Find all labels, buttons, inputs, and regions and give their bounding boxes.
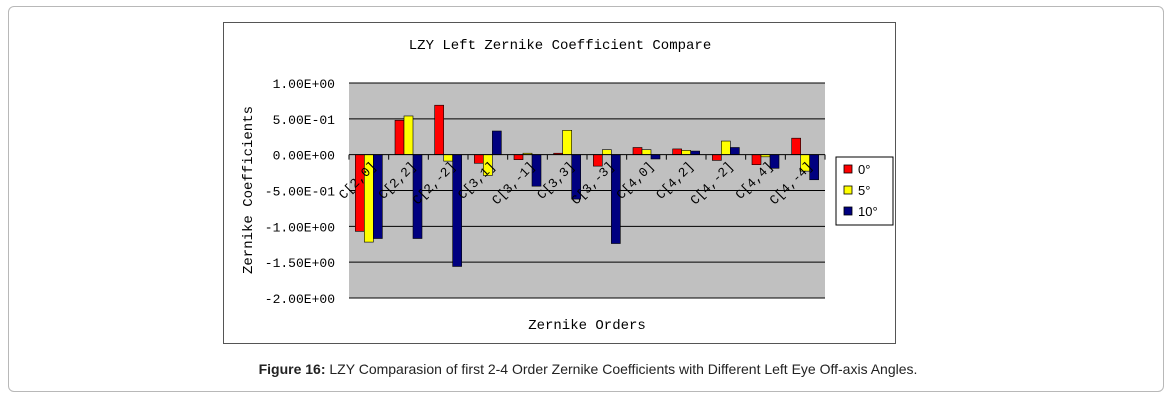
bar [513,154,524,160]
bar [681,150,691,155]
legend-label: 0° [858,162,870,177]
bar [650,154,661,160]
bar [730,147,740,155]
legend: 0° 5° 10° [835,156,894,226]
legend-swatch [843,185,853,195]
bar [690,150,700,155]
bar [403,115,414,155]
bar [721,140,731,155]
y-tick-label: 5.00E-01 [273,113,336,128]
bar [394,119,405,155]
caption-text: LZY Comparasion of first 2-4 Order Zerni… [325,361,918,377]
y-tick-label: -5.00E-01 [265,185,335,200]
bar [474,154,484,164]
bars [355,104,819,267]
y-tick-label: 1.00E+00 [273,77,335,92]
bar [492,130,502,155]
bar [434,104,444,155]
y-tick-label: -1.00E+00 [265,220,335,235]
bar [712,154,722,161]
legend-swatch [843,206,853,216]
legend-label: 10° [858,204,878,219]
bar [791,137,801,155]
bar [751,154,762,166]
figure-caption: Figure 16: LZY Comparasion of first 2-4 … [0,361,1176,377]
bar [602,149,612,155]
legend-label: 5° [858,183,870,198]
y-tick-label: -2.00E+00 [265,292,335,307]
legend-swatch [843,164,853,174]
y-tick-label: 0.00E+00 [273,149,335,164]
chart-title: LZY Left Zernike Coefficient Compare [409,38,711,54]
y-tick-label: -1.50E+00 [265,256,335,271]
bar [632,147,643,155]
caption-label: Figure 16: [258,361,326,377]
y-tick-labels: 1.00E+00 5.00E-01 0.00E+00 -5.00E-01 -1.00E+… [265,77,335,307]
grid-lines [348,82,826,299]
y-axis-title: Zernike Coefficients [241,106,257,274]
bar [562,130,572,155]
bar [641,149,652,155]
x-axis-title: Zernike Orders [528,318,646,334]
bar [672,148,682,155]
